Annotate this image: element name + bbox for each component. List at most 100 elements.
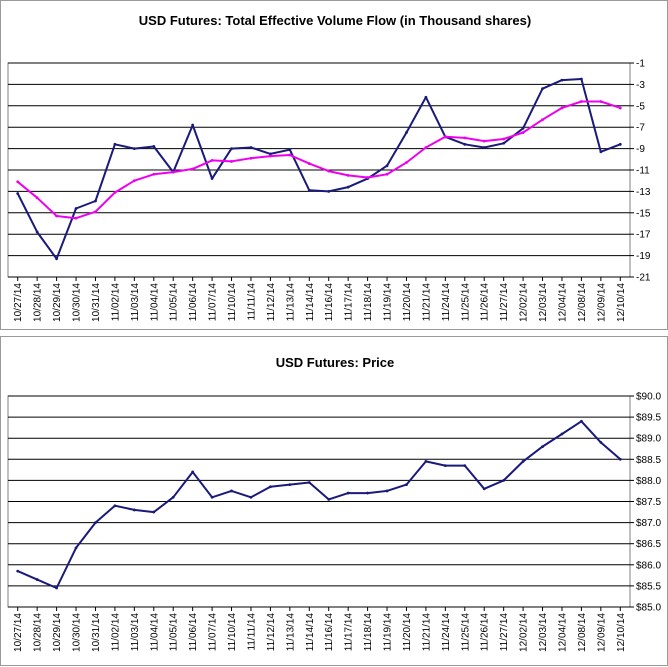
x-tick-label: 11/18/14: [363, 283, 374, 322]
data-point: [16, 180, 20, 184]
data-point: [560, 432, 564, 436]
y-tick-label: -7: [636, 123, 645, 134]
data-point: [94, 199, 97, 203]
chart-title: USD Futures: Price: [275, 355, 395, 370]
x-tick-label: 11/03/14: [130, 613, 141, 652]
data-point: [463, 142, 467, 146]
data-point: [580, 100, 583, 103]
data-point: [171, 495, 175, 499]
data-point: [541, 87, 544, 91]
data-point: [580, 77, 583, 81]
data-point: [307, 162, 311, 165]
series-line: [17, 420, 621, 589]
data-point: [269, 154, 272, 158]
y-tick-label: $89.0: [636, 434, 661, 445]
x-tick-label: 10/30/14: [72, 283, 83, 322]
y-tick-label: $87.0: [636, 518, 661, 529]
data-point: [405, 161, 408, 164]
data-point: [424, 460, 428, 463]
data-point: [191, 123, 195, 127]
data-point: [327, 497, 331, 501]
x-tick-label: 10/29/14: [52, 283, 63, 322]
data-point: [385, 489, 389, 493]
y-tick-label: -3: [636, 80, 645, 91]
data-point: [346, 173, 350, 177]
data-point: [74, 546, 78, 550]
x-tick-label: 12/10/14: [616, 283, 627, 322]
x-tick-label: 12/08/14: [577, 283, 588, 322]
data-point: [327, 169, 331, 173]
data-point: [307, 188, 311, 192]
x-tick-label: 11/06/14: [188, 283, 199, 322]
data-point: [191, 470, 195, 474]
x-tick-label: 11/12/14: [266, 613, 277, 652]
x-tick-label: 10/27/14: [13, 283, 24, 322]
volume-flow-chart: -1 -3 -5 -7 -9 -11 -13 -15 -17 -19 -21 10/27/14 10/2…: [7, 59, 651, 322]
data-point: [385, 172, 389, 176]
y-tick-label: $85.5: [636, 581, 661, 592]
x-tick-label: 11/14/14: [305, 283, 316, 322]
data-point: [55, 586, 58, 590]
data-point: [210, 177, 214, 180]
data-point: [94, 521, 97, 524]
y-tick-label: $88.0: [636, 476, 661, 487]
x-tick-label: 12/03/14: [538, 613, 549, 652]
data-point: [618, 142, 622, 146]
x-tick-label: 10/27/14: [13, 613, 24, 652]
data-point: [541, 118, 544, 122]
y-tick-label: -17: [636, 230, 651, 241]
data-point: [132, 147, 136, 151]
x-tick-label: 10/30/14: [72, 613, 83, 652]
y-tick-label: -19: [636, 251, 651, 262]
data-point: [346, 491, 350, 495]
x-tick-label: 11/21/14: [421, 283, 432, 322]
y-tick-label: $88.5: [636, 455, 661, 466]
data-point: [521, 126, 525, 130]
data-point: [366, 491, 369, 495]
x-tick-label: 11/13/14: [285, 613, 296, 652]
x-tick-label: 11/05/14: [169, 613, 180, 652]
x-tick-label: 11/13/14: [285, 283, 296, 322]
data-point: [35, 230, 39, 234]
y-tick-label: -15: [636, 208, 651, 219]
x-tick-label: 11/03/14: [130, 283, 141, 322]
y-tick-label: -9: [636, 144, 645, 155]
series-line: [16, 78, 621, 260]
x-tick-label: 12/09/14: [596, 613, 607, 652]
x-tick-label: 10/29/14: [52, 613, 63, 652]
data-point: [424, 95, 428, 99]
data-point: [618, 457, 622, 461]
data-point: [74, 207, 78, 210]
x-tick-label: 12/08/14: [577, 613, 588, 652]
x-tick-label: 12/10/14: [616, 613, 627, 652]
x-tick-label: 11/24/14: [441, 283, 452, 322]
x-tick-label: 10/28/14: [33, 613, 44, 652]
data-point: [269, 485, 272, 489]
data-point: [366, 176, 369, 179]
data-point: [521, 460, 525, 463]
y-tick-label: -21: [636, 273, 651, 284]
plot-area: [7, 62, 634, 278]
data-point: [113, 504, 117, 508]
x-tick-label: 12/03/14: [538, 283, 549, 322]
data-point: [405, 483, 408, 487]
x-tick-label: 11/20/14: [402, 613, 413, 652]
data-point: [307, 481, 311, 484]
data-point: [94, 210, 97, 214]
x-tick-label: 10/31/14: [91, 613, 102, 652]
volume-flow-chart-panel: USD Futures: Total Effective Volume Flow…: [0, 0, 668, 330]
y-tick-label: $86.0: [636, 560, 661, 571]
data-point: [443, 464, 447, 468]
data-point: [502, 141, 506, 145]
data-point: [113, 191, 117, 194]
x-tick-label: 11/02/14: [110, 283, 121, 322]
x-tick-label: 10/28/14: [33, 283, 44, 322]
x-tick-label: 11/11/14: [246, 283, 257, 321]
data-point: [55, 214, 58, 218]
data-point: [249, 146, 253, 149]
data-point: [521, 131, 525, 134]
data-point: [502, 137, 506, 141]
x-tick-label: 10/31/14: [91, 283, 102, 322]
data-point: [541, 445, 544, 449]
x-tick-label: 11/07/14: [208, 283, 219, 322]
